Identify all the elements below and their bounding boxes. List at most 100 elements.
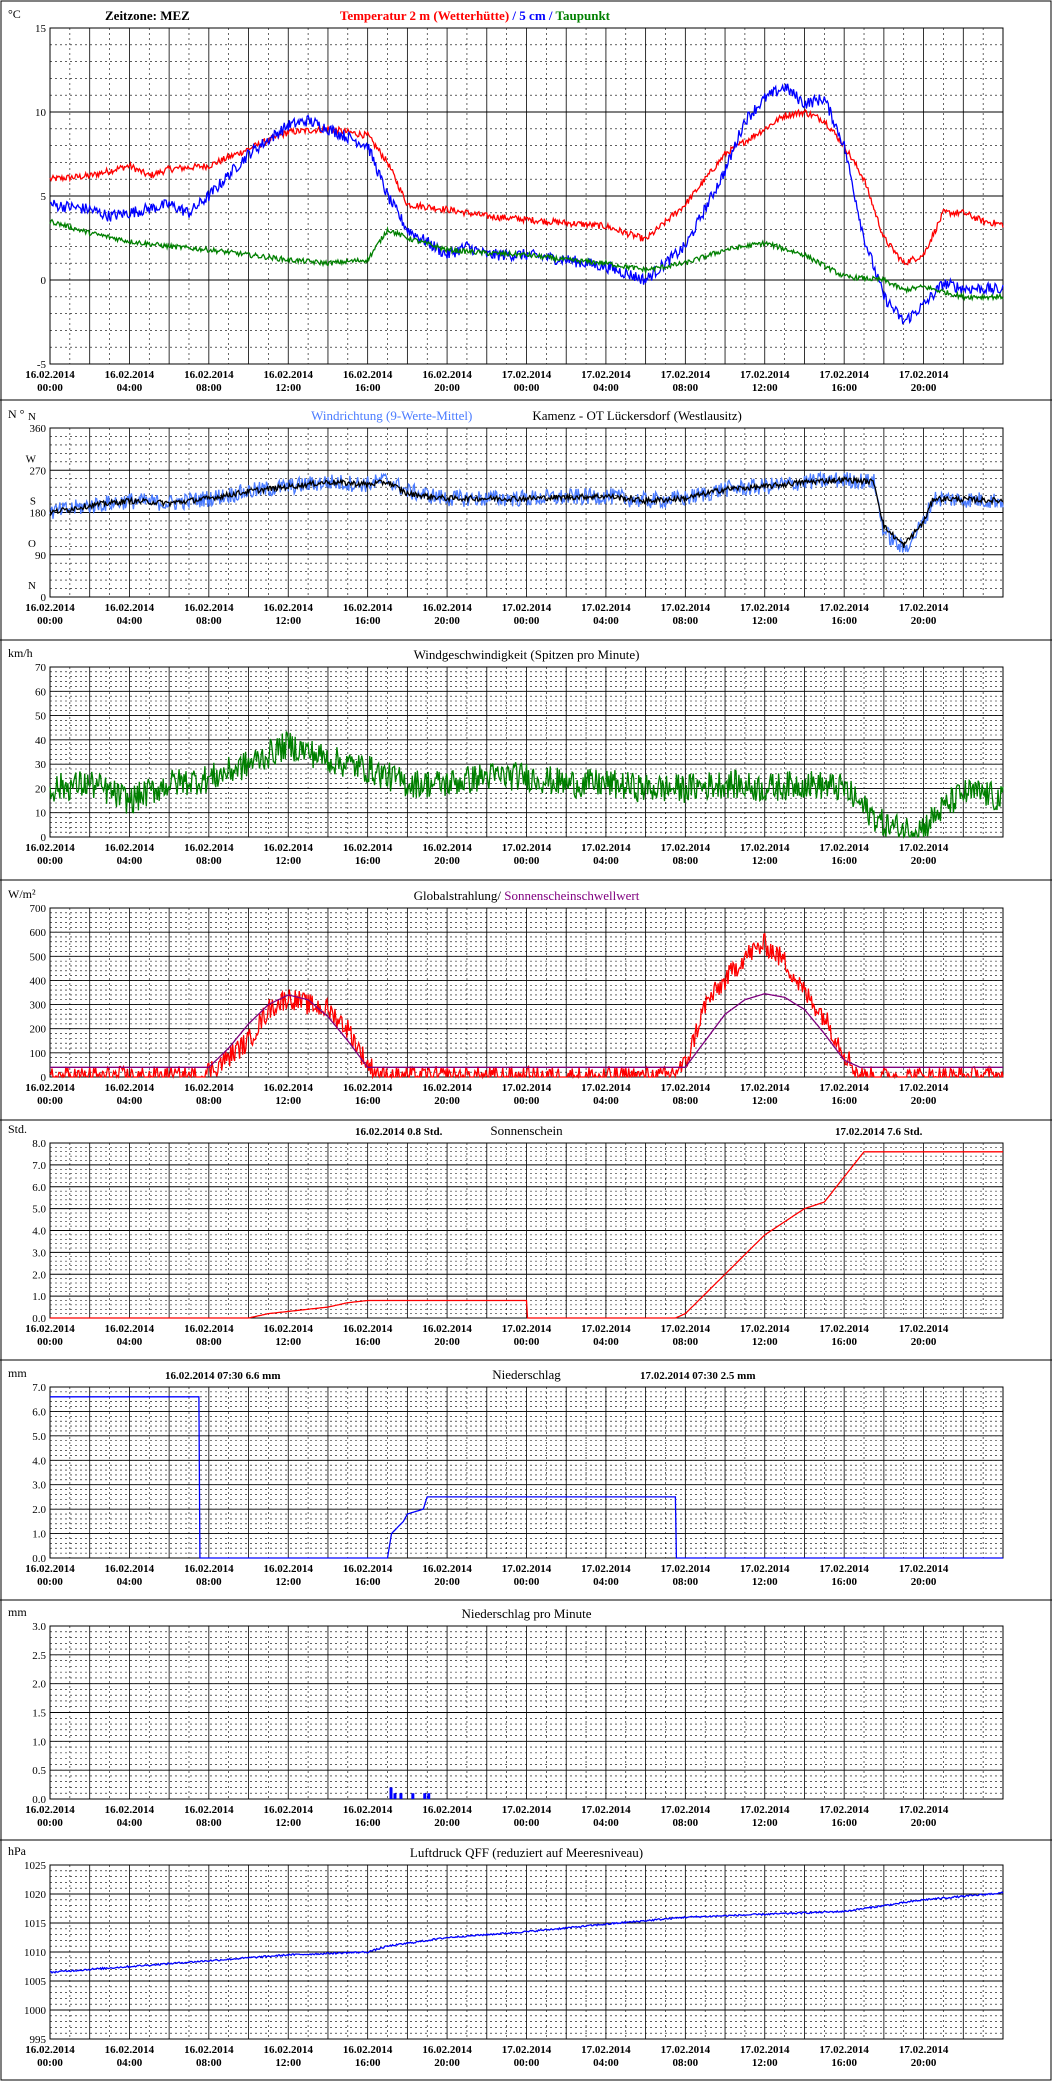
title-part: Sonnenschein [490, 1123, 563, 1138]
x-tick-label: 16:00 [355, 2057, 381, 2069]
x-tick-label: 12:00 [275, 1336, 301, 1348]
y-tick-label: 60 [35, 686, 47, 698]
y-tick-label: 1005 [24, 1976, 47, 1988]
chart-temp: -5 0 5 10 15 °C Zeitzone: MEZ Temperatur 2 m (W… [8, 7, 1004, 394]
x-tick-label: 16.02.2014 [264, 1082, 314, 1094]
x-tick-label: 04:00 [117, 855, 143, 867]
x-tick-label: 16.02.2014 [25, 842, 75, 854]
y-tick-label: 8.0 [32, 1138, 46, 1150]
x-tick-label: 16.02.2014 [105, 369, 155, 381]
y-tick-label: 10 [35, 808, 47, 820]
x-tick-label: 16.02.2014 [264, 602, 314, 614]
y-tick-label: 600 [30, 927, 47, 939]
series-sonnenschein [50, 1151, 1003, 1319]
x-tick-label: 17.02.2014 [740, 1323, 790, 1335]
compass-label: W [26, 453, 37, 465]
x-tick-label: 17.02.2014 [581, 2044, 631, 2056]
x-tick-label: 16.02.2014 [422, 369, 472, 381]
precip-bar [423, 1793, 427, 1799]
x-tick-label: 04:00 [593, 1095, 619, 1107]
x-tick-label: 20:00 [911, 1336, 937, 1348]
title-part: / [509, 8, 519, 23]
precip-bar [427, 1793, 431, 1799]
x-tick-label: 16.02.2014 [343, 1082, 393, 1094]
x-tick-label: 16:00 [831, 1817, 857, 1829]
y-tick-label: 0.5 [32, 1765, 46, 1777]
x-tick-label: 16:00 [831, 615, 857, 627]
x-tick-label: 08:00 [672, 2057, 698, 2069]
plot-border [49, 1386, 1004, 1559]
x-tick-label: 16:00 [831, 382, 857, 394]
compass-label: N [28, 411, 36, 423]
x-tick-label: 17.02.2014 [819, 369, 869, 381]
x-tick-label: 16:00 [831, 1576, 857, 1588]
y-tick-label: 0.0 [32, 1794, 46, 1806]
x-tick-label: 00:00 [37, 1336, 63, 1348]
x-tick-label: 16.02.2014 [422, 1804, 472, 1816]
x-tick-label: 16.02.2014 [264, 1563, 314, 1575]
x-tick-label: 08:00 [196, 2057, 222, 2069]
x-tick-label: 17.02.2014 [502, 2044, 552, 2056]
compass-label: O [28, 538, 36, 550]
x-tick-label: 04:00 [593, 855, 619, 867]
chart-title: Zeitzone: MEZ Temperatur 2 m (Wetterhütte… [105, 8, 611, 23]
x-tick-label: 20:00 [434, 1336, 460, 1348]
series-5-cm [49, 83, 1004, 325]
chart-title: Sonnenschein [490, 1123, 563, 1138]
x-tick-label: 16:00 [355, 1576, 381, 1588]
x-tick-label: 04:00 [593, 382, 619, 394]
y-tick-label: 180 [30, 508, 47, 520]
x-tick-label: 17.02.2014 [661, 1804, 711, 1816]
x-tick-label: 17.02.2014 [502, 369, 552, 381]
x-tick-label: 08:00 [196, 1095, 222, 1107]
y-tick-label: 0 [41, 1072, 47, 1084]
series-globalstrahlung [49, 932, 1004, 1080]
y-tick-label: 2.0 [32, 1504, 46, 1516]
x-tick-label: 20:00 [911, 1817, 937, 1829]
y-tick-label: 1015 [24, 1918, 47, 1930]
y-tick-label: 200 [30, 1024, 47, 1036]
x-tick-label: 16.02.2014 [422, 1563, 472, 1575]
x-tick-label: 16:00 [355, 1336, 381, 1348]
x-tick-label: 00:00 [37, 2057, 63, 2069]
x-tick-label: 17.02.2014 [502, 602, 552, 614]
x-tick-label: 00:00 [37, 382, 63, 394]
x-tick-label: 16:00 [355, 1817, 381, 1829]
x-tick-label: 16.02.2014 [25, 602, 75, 614]
y-tick-label: 1.5 [32, 1708, 46, 1720]
x-tick-label: 16.02.2014 [25, 1082, 75, 1094]
x-tick-label: 16.02.2014 [184, 2044, 234, 2056]
x-tick-label: 00:00 [514, 1576, 540, 1588]
title-part: Globalstrahlung/ [414, 888, 502, 903]
y-tick-label: 6.0 [32, 1182, 46, 1194]
y-tick-label: 3.0 [32, 1621, 46, 1633]
y-tick-label: 70 [35, 662, 47, 674]
x-tick-label: 16.02.2014 [184, 1804, 234, 1816]
x-tick-label: 12:00 [275, 615, 301, 627]
title-part: Windgeschwindigkeit (Spitzen pro Minute) [414, 647, 640, 662]
x-tick-label: 17.02.2014 [819, 1804, 869, 1816]
x-tick-label: 17.02.2014 [581, 602, 631, 614]
chart-title: Niederschlag [492, 1367, 561, 1382]
x-tick-label: 04:00 [117, 1095, 143, 1107]
x-tick-label: 16:00 [831, 1336, 857, 1348]
title-part: Luftdruck QFF (reduziert auf Meeresnivea… [410, 1845, 643, 1860]
chart-radiation: 0 100 200 300 400 500 600 700 W/m² Globalstrahlun… [8, 887, 1004, 1107]
x-tick-label: 17.02.2014 [819, 1082, 869, 1094]
x-tick-label: 17.02.2014 [899, 1563, 949, 1575]
x-tick-label: 17.02.2014 [740, 1563, 790, 1575]
x-tick-label: 16.02.2014 [422, 602, 472, 614]
x-tick-label: 16:00 [355, 615, 381, 627]
chart-title: Windrichtung (9-Werte-Mittel) Kamenz - OT… [311, 408, 742, 423]
chart-pressure: 995 1000 1005 1010 1015 1020 1025 hPa Luftdruck … [8, 1844, 1004, 2069]
annotation: 16.02.2014 07:30 6.6 mm [165, 1370, 281, 1382]
x-tick-label: 17.02.2014 [581, 842, 631, 854]
x-tick-label: 12:00 [275, 855, 301, 867]
x-tick-label: 16.02.2014 [184, 842, 234, 854]
x-tick-label: 17.02.2014 [661, 602, 711, 614]
y-tick-label: 1.0 [32, 1291, 46, 1303]
title-part: / [546, 8, 556, 23]
series-taupunkt [49, 218, 1004, 302]
